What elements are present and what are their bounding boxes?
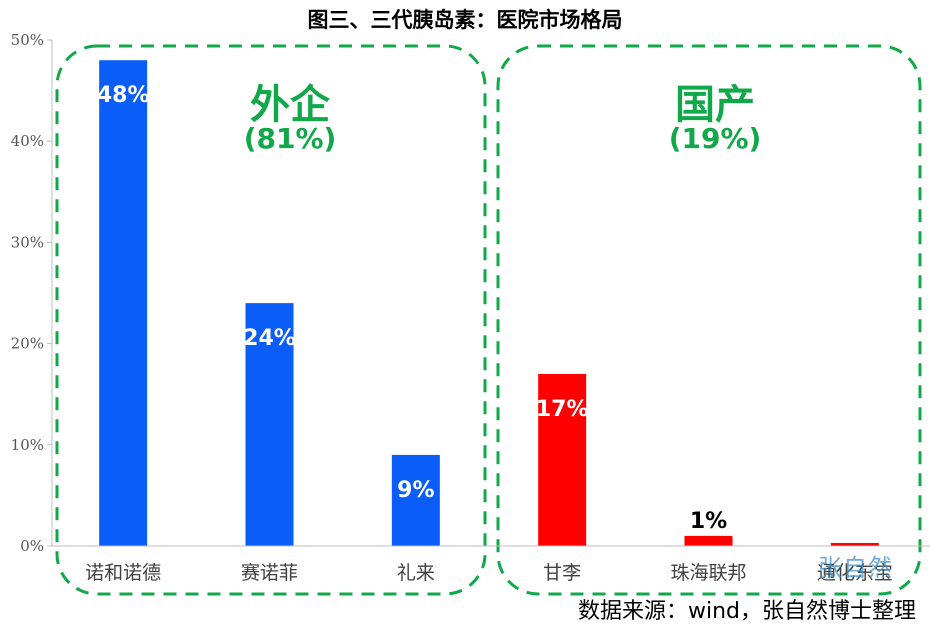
bar	[245, 303, 294, 546]
bar-data-label: 48%	[97, 83, 150, 108]
bar-data-labels: 48% 24% 9% 17% 1%	[97, 83, 727, 534]
x-tick-label: 赛诺菲	[241, 562, 298, 584]
foreign-group-title: 外企	[250, 82, 330, 128]
watermark: 张自然	[818, 554, 893, 582]
x-axis: 诺和诺德 赛诺菲 礼来 甘李 珠海联邦 通化东宝	[52, 545, 930, 584]
domestic-group-title: 国产	[675, 82, 755, 128]
y-tick-label: 50%	[11, 31, 44, 49]
y-tick-label: 10%	[11, 436, 44, 454]
y-axis: 0% 10% 20% 30% 40% 50%	[11, 31, 53, 555]
x-tick-label: 珠海联邦	[670, 562, 746, 584]
bar-data-label: 17%	[536, 397, 589, 422]
y-tick-label: 30%	[11, 233, 44, 251]
x-tick-label: 诺和诺德	[85, 562, 161, 584]
domestic-group-share: (19%)	[668, 122, 762, 155]
y-tick-label: 40%	[11, 132, 44, 150]
foreign-group-box	[55, 44, 487, 596]
x-tick-label: 甘李	[543, 562, 581, 584]
bar-data-label: 1%	[690, 509, 727, 534]
bar	[391, 454, 440, 546]
foreign-group-share: (81%)	[243, 122, 337, 155]
bar	[684, 535, 733, 546]
bars	[99, 60, 879, 547]
bar-data-label: 9%	[397, 478, 434, 503]
chart-title: 图三、三代胰岛素：医院市场格局	[307, 8, 623, 32]
bar	[830, 542, 879, 546]
bar	[99, 60, 148, 547]
bar-data-label: 24%	[243, 326, 296, 351]
group-boxes	[55, 44, 922, 596]
x-tick-label: 通化东宝	[817, 562, 893, 584]
domestic-group-box	[496, 44, 922, 596]
y-tick-label: 0%	[20, 537, 44, 555]
y-tick-label: 20%	[11, 335, 44, 353]
bar	[538, 373, 587, 546]
x-tick-label: 礼来	[397, 562, 435, 584]
source-note: 数据来源：wind，张自然博士整理	[577, 599, 916, 624]
